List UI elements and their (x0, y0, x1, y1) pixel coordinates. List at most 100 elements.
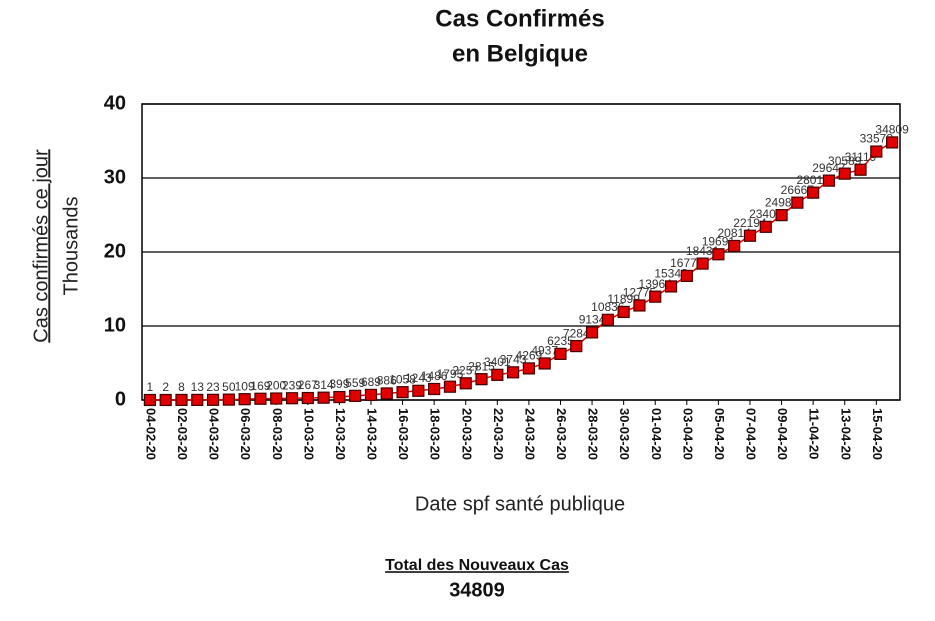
y-tick-label: 10 (104, 314, 126, 336)
x-tick-label: 15-04-20 (870, 408, 885, 460)
marker (743, 229, 757, 242)
data-label: 559 (345, 376, 365, 390)
data-label: 4937 (531, 344, 558, 358)
data-label: 33573 (860, 132, 894, 146)
data-label: 26667 (781, 183, 815, 197)
marker (538, 357, 551, 370)
marker (206, 393, 220, 406)
marker (191, 393, 204, 407)
data-label: 24983 (765, 195, 799, 209)
data-label: 20814 (718, 226, 752, 240)
marker (333, 390, 346, 404)
data-label: 200 (266, 379, 286, 393)
data-label: 19691 (702, 234, 736, 248)
marker (554, 347, 567, 360)
x-tick-label: 04-02-20 (143, 408, 158, 460)
x-tick-label: 04-03-20 (207, 408, 222, 460)
marker (570, 339, 583, 353)
data-label: 6235 (547, 334, 574, 348)
x-tick-label: 13-04-20 (838, 408, 853, 460)
x-axis-title: Date spf santé publique (415, 493, 625, 515)
data-label: 3743 (500, 352, 527, 366)
marker (649, 290, 662, 303)
y-axis-title: Cas confirmés ce jour (30, 149, 52, 343)
data-label: 1058 (389, 372, 416, 386)
marker (601, 313, 614, 326)
marker (238, 393, 251, 406)
chart-title: en Belgique (452, 40, 588, 67)
data-label: 267 (298, 378, 318, 392)
data-label: 399 (329, 377, 349, 391)
marker (396, 386, 409, 399)
total-value: 34809 (449, 579, 505, 601)
x-tick-label: 07-04-20 (744, 408, 759, 460)
marker (712, 248, 725, 261)
chart-title: Cas Confirmés (435, 5, 604, 32)
marker (522, 362, 535, 375)
data-label: 34809 (875, 123, 909, 137)
x-tick-label: 09-04-20 (775, 408, 790, 460)
data-label: 30589 (828, 154, 862, 168)
x-tick-label: 28-03-20 (586, 408, 601, 460)
data-label: 10836 (591, 300, 625, 314)
data-label: 1 (147, 380, 154, 394)
data-label: 16770 (670, 256, 704, 270)
marker (317, 391, 330, 404)
x-tick-label: 16-03-20 (396, 408, 411, 460)
data-label: 886 (377, 374, 397, 388)
x-tick-label: 03-04-20 (680, 408, 695, 460)
x-tick-label: 30-03-20 (617, 408, 632, 460)
data-label: 28018 (796, 173, 830, 187)
total-label: Total des Nouveaux Cas (385, 557, 569, 574)
data-label: 1795 (437, 367, 464, 381)
marker (585, 326, 599, 339)
x-tick-label: 24-03-20 (522, 408, 537, 460)
marker (443, 380, 457, 393)
data-label: 13 (191, 380, 205, 394)
marker (822, 174, 836, 187)
x-tick-label: 11-04-20 (807, 408, 822, 459)
x-tick-label: 14-03-20 (365, 408, 380, 460)
marker (285, 392, 299, 405)
marker (349, 389, 362, 402)
marker (254, 392, 267, 405)
data-label: 2815 (468, 359, 495, 373)
data-label: 12775 (623, 286, 657, 300)
y-axis-title: Thousands (60, 197, 82, 296)
x-tick-label: 05-04-20 (712, 408, 727, 460)
y-tick-label: 30 (104, 166, 126, 188)
marker (696, 257, 709, 270)
marker (143, 393, 156, 407)
marker (364, 388, 378, 402)
marker (886, 136, 899, 149)
marker (412, 384, 425, 397)
x-tick-label: 22-03-20 (491, 408, 506, 460)
data-label: 31119 (845, 150, 877, 164)
x-tick-label: 10-03-20 (301, 408, 316, 460)
x-tick-label: 26-03-20 (554, 408, 569, 460)
y-tick-label: 0 (115, 388, 126, 410)
data-label: 11899 (607, 292, 640, 306)
x-tick-label: 02-03-20 (175, 408, 190, 460)
data-label: 9134 (579, 313, 606, 327)
data-label: 50 (222, 380, 236, 394)
marker (175, 393, 188, 407)
marker (680, 269, 693, 283)
marker (270, 392, 283, 405)
marker (222, 393, 235, 406)
y-tick-label: 20 (104, 240, 126, 262)
data-label: 1243 (405, 371, 432, 385)
x-tick-label: 01-04-20 (649, 408, 664, 460)
data-label: 314 (314, 378, 334, 392)
marker (838, 167, 851, 180)
marker (759, 220, 772, 233)
data-label: 2 (162, 380, 169, 394)
data-label: 15348 (654, 267, 688, 281)
x-tick-label: 08-03-20 (270, 408, 285, 460)
data-label: 239 (282, 378, 302, 392)
marker (301, 391, 314, 405)
data-label: 109 (235, 379, 255, 393)
data-label: 2257 (452, 363, 479, 377)
marker (159, 393, 172, 407)
